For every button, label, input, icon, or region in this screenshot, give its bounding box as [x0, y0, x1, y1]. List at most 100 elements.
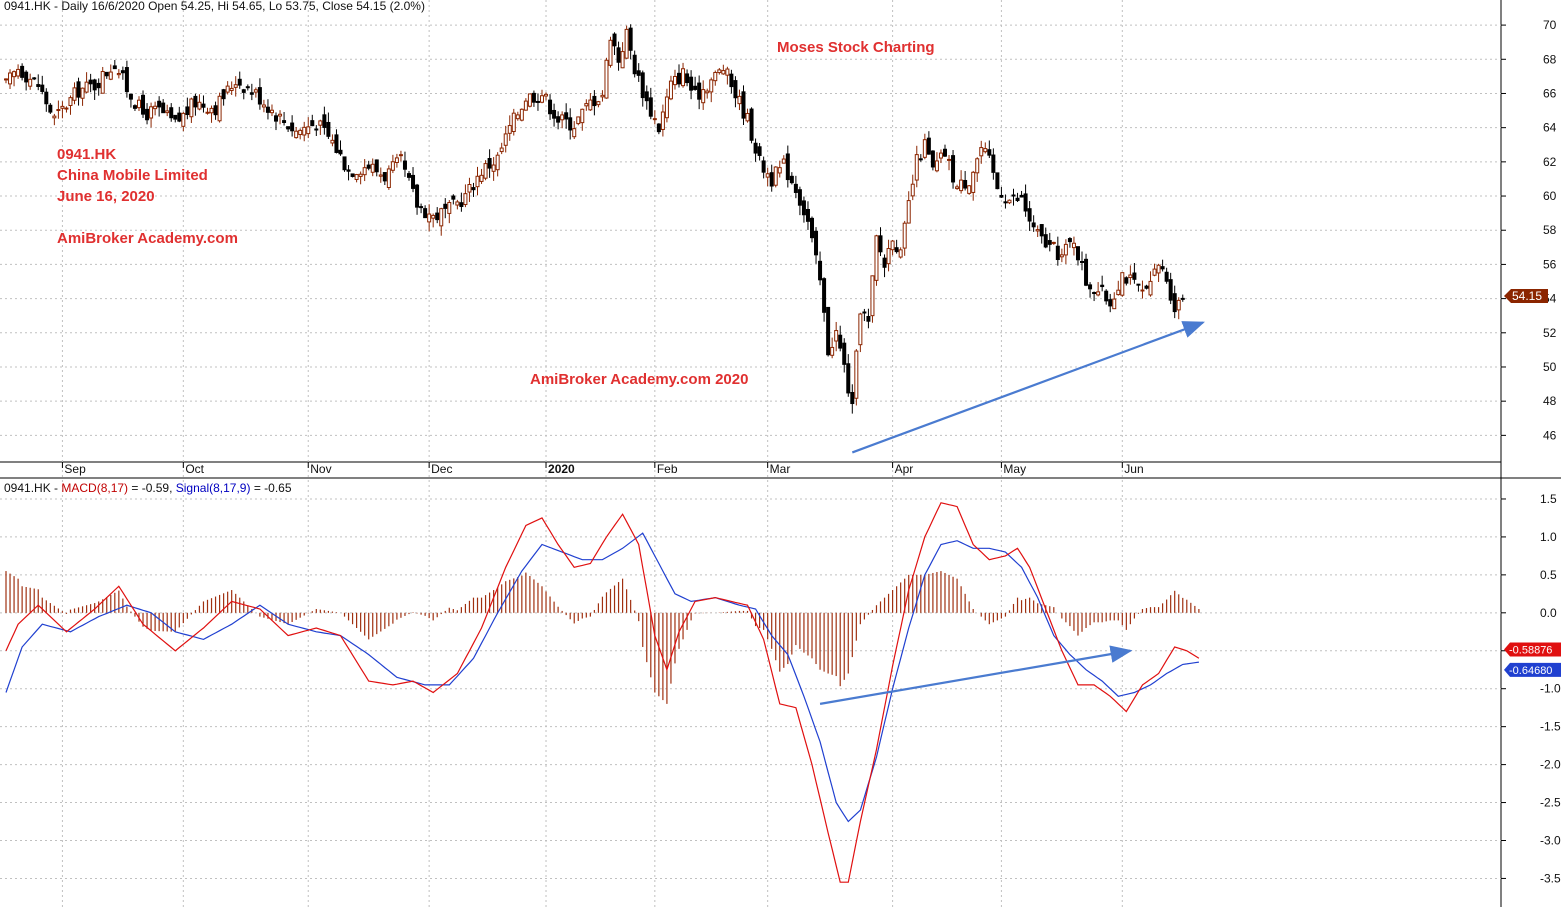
- candle-body: [253, 89, 258, 93]
- candle-body: [96, 82, 101, 89]
- candle-body: [733, 80, 738, 99]
- candle-body: [257, 87, 262, 105]
- candle-body: [346, 169, 351, 172]
- candle-body: [511, 112, 516, 133]
- candle-body: [1092, 292, 1097, 295]
- candle-body: [1108, 299, 1113, 307]
- candle-body: [233, 84, 238, 88]
- candle-body: [902, 222, 907, 249]
- last-price-tag: 54.15: [1512, 289, 1542, 303]
- candle-body: [761, 160, 766, 173]
- macd-prefix: 0941.HK -: [4, 481, 62, 495]
- candle-body: [777, 167, 782, 174]
- candle-body: [459, 202, 464, 207]
- candle-body: [693, 85, 698, 90]
- candle-body: [112, 65, 117, 70]
- candle-body: [120, 70, 125, 74]
- candle-body: [116, 73, 121, 76]
- candle-body: [80, 87, 85, 99]
- candle-body: [310, 120, 315, 127]
- candle-body: [398, 154, 403, 157]
- candle-body: [721, 70, 726, 75]
- candle-body: [342, 156, 347, 171]
- candle-body: [20, 65, 25, 78]
- macd-tick-label: 0.0: [1540, 606, 1557, 620]
- candle-body: [100, 71, 105, 94]
- candle-body: [979, 147, 984, 157]
- candle-body: [612, 33, 617, 47]
- candle-body: [1132, 272, 1137, 280]
- candle-body: [330, 139, 335, 144]
- candle-body: [1019, 194, 1024, 198]
- candle-body: [16, 68, 21, 77]
- candle-body: [584, 103, 589, 107]
- candle-body: [165, 110, 170, 114]
- candle-body: [560, 114, 565, 121]
- candle-body: [1059, 254, 1064, 258]
- macd-tick-label: -1.5: [1540, 720, 1561, 734]
- price-tick-label: 46: [1543, 428, 1557, 442]
- candle-body: [290, 122, 295, 132]
- candle-body: [471, 187, 476, 191]
- candle-body: [890, 240, 895, 251]
- candle-body: [269, 109, 274, 114]
- candle-body: [999, 194, 1004, 198]
- candle-body: [725, 68, 730, 76]
- candle-body: [374, 159, 379, 173]
- price-tick-label: 52: [1543, 326, 1557, 340]
- candle-body: [157, 100, 162, 108]
- candle-body: [378, 174, 383, 177]
- candle-body: [225, 85, 230, 93]
- candle-body: [479, 174, 484, 182]
- candle-body: [1116, 289, 1121, 296]
- candle-body: [362, 167, 367, 176]
- candle-body: [773, 166, 778, 186]
- candle-body: [1112, 298, 1117, 310]
- candle-body: [846, 363, 851, 394]
- candle-body: [906, 200, 911, 224]
- candle-body: [515, 114, 520, 120]
- candle-body: [971, 171, 976, 193]
- candle-body: [729, 73, 734, 88]
- candle-body: [205, 111, 210, 114]
- candle-body: [52, 115, 57, 119]
- macd-tick-label: 0.5: [1540, 568, 1557, 582]
- month-label: May: [1003, 462, 1026, 476]
- candle-body: [801, 200, 806, 216]
- candle-body: [967, 185, 972, 194]
- candle-body: [753, 142, 758, 154]
- candle-body: [463, 193, 468, 206]
- candle-body: [539, 95, 544, 103]
- candle-body: [104, 71, 109, 77]
- month-label: Nov: [310, 462, 331, 476]
- candle-body: [874, 235, 879, 281]
- candle-body: [1055, 245, 1060, 261]
- candle-body: [1172, 293, 1177, 313]
- candle-body: [878, 235, 883, 253]
- candle-body: [620, 51, 625, 69]
- candle-body: [544, 93, 549, 97]
- candle-body: [955, 186, 960, 190]
- site-annotation: AmiBroker Academy.com: [57, 230, 238, 247]
- candle-body: [1160, 266, 1165, 270]
- candle-body: [991, 154, 996, 173]
- price-tick-label: 58: [1543, 223, 1557, 237]
- candle-body: [358, 173, 363, 177]
- month-label: Mar: [770, 462, 791, 476]
- candle-body: [1084, 258, 1089, 286]
- candle-body: [685, 73, 690, 84]
- candle-body: [1063, 243, 1068, 256]
- candle-body: [926, 137, 931, 155]
- macd-tick-label: -2.5: [1540, 796, 1561, 810]
- candle-body: [201, 103, 206, 108]
- candle-body: [886, 248, 891, 265]
- candle-body: [197, 101, 202, 110]
- candle-body: [386, 168, 391, 188]
- candle-body: [656, 123, 661, 133]
- candle-body: [322, 114, 327, 128]
- candle-body: [213, 105, 218, 116]
- candle-body: [278, 113, 283, 117]
- candle-body: [987, 149, 992, 156]
- candle-body: [822, 278, 827, 313]
- candle-body: [32, 77, 37, 80]
